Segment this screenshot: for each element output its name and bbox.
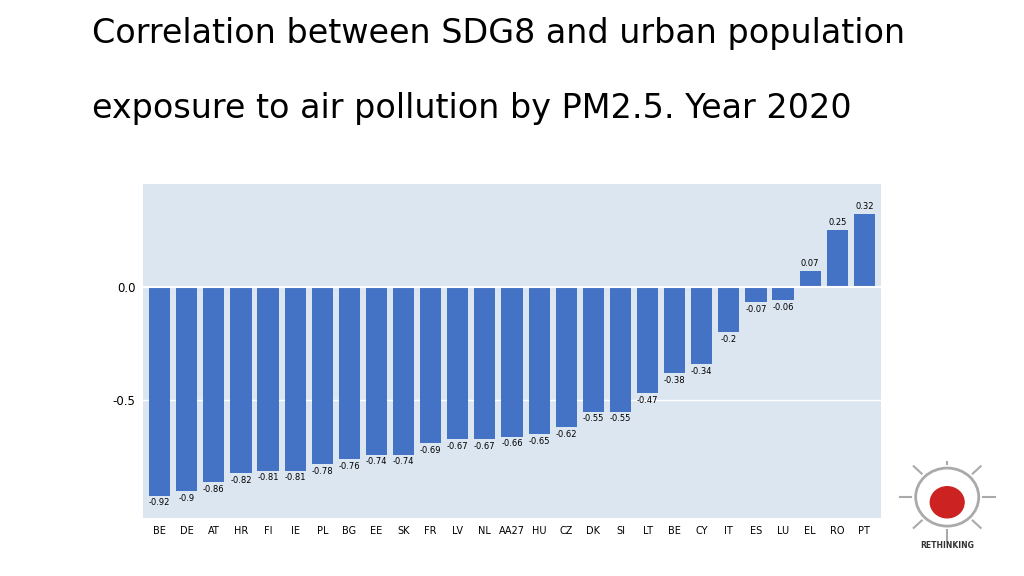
Text: -0.06: -0.06 xyxy=(772,303,794,312)
Bar xyxy=(854,214,874,287)
Text: -0.81: -0.81 xyxy=(285,473,306,483)
Text: -0.2: -0.2 xyxy=(721,335,737,344)
Text: -0.92: -0.92 xyxy=(148,498,170,507)
Text: -0.65: -0.65 xyxy=(528,437,550,446)
Bar xyxy=(366,287,387,455)
Bar xyxy=(800,271,821,287)
Text: -0.69: -0.69 xyxy=(420,446,441,455)
Text: Correlation between SDG8 and urban population: Correlation between SDG8 and urban popul… xyxy=(92,17,905,50)
Text: -0.76: -0.76 xyxy=(339,462,360,471)
Text: -0.55: -0.55 xyxy=(609,414,631,423)
Bar xyxy=(447,287,468,439)
Text: -0.07: -0.07 xyxy=(745,305,767,314)
Bar xyxy=(528,287,550,434)
Text: -0.9: -0.9 xyxy=(178,494,195,503)
Text: 0.32: 0.32 xyxy=(855,202,873,211)
Bar xyxy=(691,287,713,364)
Bar xyxy=(745,287,767,302)
Bar xyxy=(637,287,658,393)
Text: -0.47: -0.47 xyxy=(637,396,658,405)
Bar xyxy=(664,287,685,373)
Bar xyxy=(556,287,577,427)
Bar xyxy=(311,287,333,464)
Text: 0.25: 0.25 xyxy=(828,218,847,227)
Bar xyxy=(583,287,604,412)
Bar xyxy=(230,287,252,473)
Text: -0.55: -0.55 xyxy=(583,414,604,423)
Bar xyxy=(420,287,441,444)
Text: -0.86: -0.86 xyxy=(203,485,224,494)
Bar xyxy=(285,287,306,471)
Text: -0.34: -0.34 xyxy=(691,366,713,376)
Text: -0.74: -0.74 xyxy=(366,457,387,467)
Text: -0.62: -0.62 xyxy=(555,430,577,439)
Text: -0.67: -0.67 xyxy=(474,442,496,450)
Bar xyxy=(610,287,631,412)
Bar xyxy=(339,287,360,459)
Text: -0.78: -0.78 xyxy=(311,467,333,476)
Bar xyxy=(176,287,198,491)
Text: -0.82: -0.82 xyxy=(230,476,252,484)
Text: -0.38: -0.38 xyxy=(664,376,685,385)
Bar xyxy=(502,287,522,437)
Text: -0.67: -0.67 xyxy=(446,442,469,450)
Bar xyxy=(203,287,224,482)
Bar xyxy=(257,287,279,471)
Bar xyxy=(718,287,739,332)
Circle shape xyxy=(931,487,965,518)
Text: -0.66: -0.66 xyxy=(501,439,523,448)
Bar xyxy=(474,287,496,439)
Bar xyxy=(150,287,170,496)
Text: RETHINKING: RETHINKING xyxy=(921,541,974,550)
Bar xyxy=(393,287,414,455)
Text: -0.81: -0.81 xyxy=(257,473,279,483)
Text: exposure to air pollution by PM2.5. Year 2020: exposure to air pollution by PM2.5. Year… xyxy=(92,92,852,125)
Text: 0.07: 0.07 xyxy=(801,259,819,268)
Bar xyxy=(826,230,848,287)
Bar xyxy=(772,287,794,300)
Text: -0.74: -0.74 xyxy=(393,457,415,467)
